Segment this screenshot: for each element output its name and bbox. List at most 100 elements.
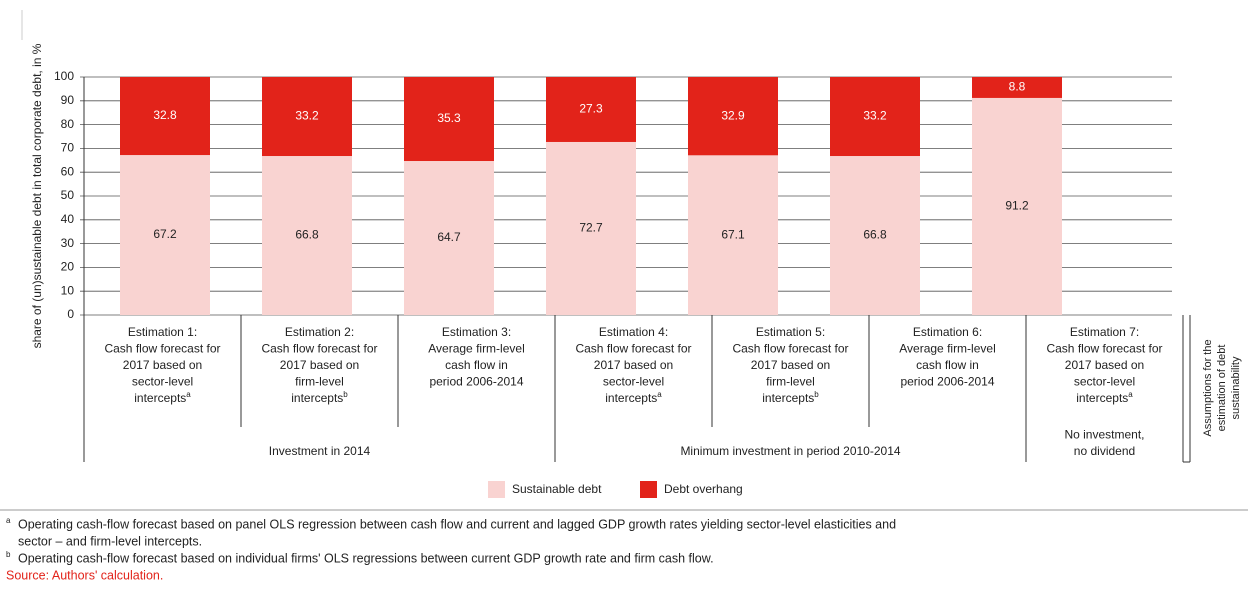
category-line: 2017 based on: [751, 358, 830, 372]
category-line: Estimation 4:: [599, 325, 668, 339]
category-line: cash flow in: [445, 358, 508, 372]
footnote-marker: b: [814, 390, 819, 399]
category-label: Estimation 6: Average firm-level cash flow…: [899, 325, 995, 389]
category-line: Cash flow forecast for: [261, 342, 377, 356]
category-label: Estimation 2: Cash flow forecast for 2017 …: [261, 325, 377, 405]
data-label: 72.7: [579, 221, 603, 235]
footnote-marker: a: [186, 390, 191, 399]
category-line: period 2006-2014: [900, 375, 994, 389]
source: Source: Authors' calculation.: [6, 568, 163, 582]
bar-segment: [688, 77, 778, 156]
side-label: sustainability: [1230, 356, 1242, 419]
category-line: 2017 based on: [594, 358, 673, 372]
data-label: 67.2: [153, 227, 177, 241]
data-label: 64.7: [437, 230, 461, 244]
category-label: Estimation 1: Cash flow forecast for 2017 …: [104, 325, 220, 405]
bar-segment: [972, 77, 1062, 98]
footnote: sector – and firm-level intercepts.: [18, 534, 202, 548]
group-label: Investment in 2014: [269, 444, 371, 458]
bar-segment: [262, 156, 352, 315]
category-line: Average firm-level: [899, 342, 995, 356]
category-line: Cash flow forecast for: [732, 342, 848, 356]
legend-swatch: [488, 481, 505, 498]
category-label: Estimation 4: Cash flow forecast for 2017 …: [575, 325, 691, 405]
bar-segment: [404, 161, 494, 315]
y-tick-label: 60: [61, 164, 75, 178]
bar-segment: [688, 155, 778, 315]
y-tick-label: 90: [61, 93, 75, 107]
footnote-marker: b: [343, 390, 348, 399]
y-tick-label: 50: [61, 188, 75, 202]
data-label: 66.8: [295, 228, 319, 242]
footnote: Operating cash-flow forecast based on pa…: [18, 517, 896, 531]
category-line: intercepts: [605, 391, 657, 405]
data-label: 27.3: [579, 102, 603, 116]
category-label: Estimation 7: Cash flow forecast for 2017 …: [1046, 325, 1162, 405]
y-tick-label: 30: [61, 236, 75, 250]
y-tick-label: 100: [54, 69, 74, 83]
footnote-marker: a: [6, 516, 11, 525]
category-line: sector-level: [1074, 375, 1135, 389]
category-line: 2017 based on: [123, 358, 202, 372]
category-line: Estimation 6:: [913, 325, 982, 339]
bar-segment: [830, 156, 920, 315]
category-line: Cash flow forecast for: [1046, 342, 1162, 356]
category-line: 2017 based on: [280, 358, 359, 372]
group-label: no dividend: [1074, 444, 1135, 458]
bar-segment: [262, 77, 352, 157]
bar-segment: [120, 155, 210, 315]
bar-segment: [404, 77, 494, 162]
data-label: 35.3: [437, 111, 461, 125]
data-label: 8.8: [1009, 80, 1026, 94]
bar-segment: [546, 77, 636, 142]
category-line: Cash flow forecast for: [575, 342, 691, 356]
y-tick-label: 10: [61, 283, 75, 297]
side-label: Assumptions for the: [1202, 339, 1214, 436]
bar-segment: [120, 77, 210, 156]
y-tick-label: 20: [61, 260, 75, 274]
category-line: Average firm-level: [428, 342, 524, 356]
data-label: 67.1: [721, 227, 745, 241]
bar-segment: [546, 141, 636, 315]
category-line: sector-level: [132, 375, 193, 389]
data-label: 33.2: [863, 109, 887, 123]
group-label: No investment,: [1064, 428, 1144, 442]
category-line: cash flow in: [916, 358, 979, 372]
bar-segment: [972, 97, 1062, 315]
side-label: estimation of debt: [1216, 345, 1228, 432]
category-line: Cash flow forecast for: [104, 342, 220, 356]
category-line: intercepts: [1076, 391, 1128, 405]
category-line: firm-level: [295, 375, 344, 389]
footnote-marker: b: [6, 550, 11, 559]
footnote-marker: a: [1128, 390, 1133, 399]
y-axis-label: share of (un)sustainable debt in total c…: [30, 43, 44, 348]
legend-label: Sustainable debt: [512, 482, 602, 496]
data-label: 91.2: [1005, 199, 1029, 213]
legend-label: Debt overhang: [664, 482, 743, 496]
category-line: Estimation 2:: [285, 325, 354, 339]
category-line: intercepts: [291, 391, 343, 405]
y-tick-label: 0: [67, 307, 74, 321]
category-line: firm-level: [766, 375, 815, 389]
data-label: 66.8: [863, 228, 887, 242]
data-label: 32.9: [721, 108, 745, 122]
category-line: Estimation 3:: [442, 325, 511, 339]
y-tick-label: 70: [61, 141, 75, 155]
footnote-marker: a: [657, 390, 662, 399]
y-tick-label: 40: [61, 212, 75, 226]
group-label: Minimum investment in period 2010-2014: [680, 444, 900, 458]
bar-segment: [830, 77, 920, 157]
category-label: Estimation 5: Cash flow forecast for 2017 …: [732, 325, 848, 405]
category-line: Estimation 7:: [1070, 325, 1139, 339]
legend-swatch: [640, 481, 657, 498]
category-line: 2017 based on: [1065, 358, 1144, 372]
data-label: 32.8: [153, 108, 177, 122]
category-line: intercepts: [762, 391, 814, 405]
category-line: Estimation 1:: [128, 325, 197, 339]
category-label: Estimation 3: Average firm-level cash flow…: [428, 325, 524, 389]
y-tick-label: 80: [61, 117, 75, 131]
category-line: period 2006-2014: [429, 375, 523, 389]
footnote: Operating cash-flow forecast based on in…: [18, 551, 714, 565]
data-label: 33.2: [295, 109, 319, 123]
